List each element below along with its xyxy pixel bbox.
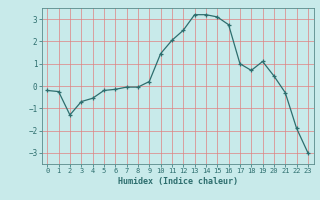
X-axis label: Humidex (Indice chaleur): Humidex (Indice chaleur) bbox=[118, 177, 237, 186]
